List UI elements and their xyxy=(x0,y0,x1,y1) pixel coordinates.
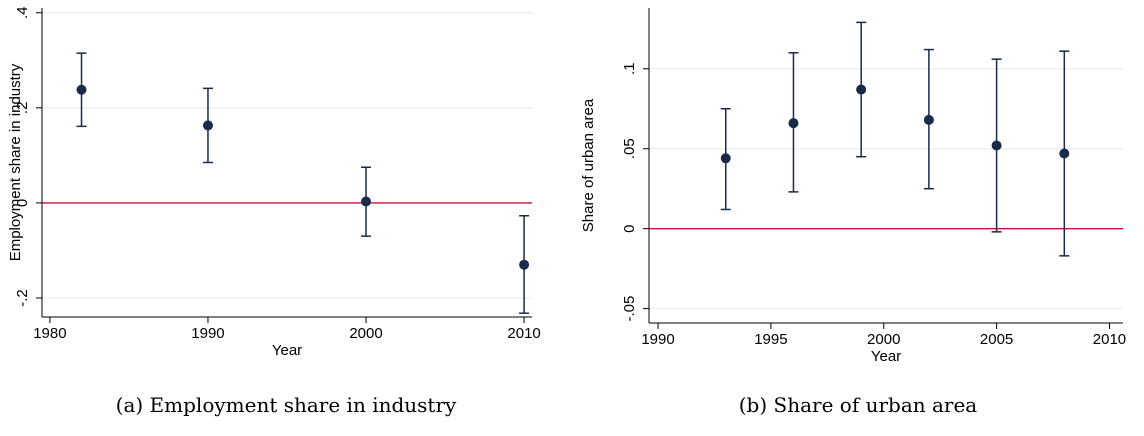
y-tick-label: 0 xyxy=(621,224,638,232)
x-axis-title: Year xyxy=(272,342,302,359)
y-tick-label: 0 xyxy=(14,199,31,207)
y-tick-label: .2 xyxy=(14,102,31,115)
data-point-group xyxy=(856,21,867,158)
data-point xyxy=(202,120,213,131)
data-point xyxy=(1059,148,1070,159)
data-point xyxy=(720,153,731,164)
y-tick-label: .4 xyxy=(14,6,31,19)
y-tick-label: .05 xyxy=(621,138,638,159)
x-tick-label: 1995 xyxy=(754,331,787,348)
data-point-group xyxy=(519,214,530,314)
data-point xyxy=(856,84,867,95)
data-point xyxy=(76,84,87,95)
data-point-group xyxy=(361,166,372,237)
urban-area-share-chart: -.05 0 .05 .1 1990 1995 2000 2005 2010 Year Share … xyxy=(580,8,1126,365)
data-point xyxy=(361,196,372,207)
data-point xyxy=(519,259,530,270)
x-tick-label: 2010 xyxy=(507,325,540,342)
data-point xyxy=(788,118,799,129)
chart-panel-urban-area: -.05 0 .05 .1 1990 1995 2000 2005 2010 Year Share … xyxy=(572,0,1144,436)
data-point-group xyxy=(923,48,934,190)
y-tick-label: .1 xyxy=(621,63,638,76)
y-axis-title: Employment share in industry xyxy=(7,63,24,261)
y-axis-title: Share of urban area xyxy=(580,98,597,232)
x-tick-label: 2000 xyxy=(349,325,382,342)
data-point-group xyxy=(202,87,213,164)
data-point-group xyxy=(720,107,731,211)
data-point-group xyxy=(991,58,1002,233)
x-tick-label: 2000 xyxy=(867,331,900,348)
chart-caption: (b) Share of urban area xyxy=(738,393,978,417)
data-point xyxy=(923,114,934,125)
chart-panel-employment: -.2 0 .2 .4 1980 1990 2000 2010 Year Employment s… xyxy=(7,6,541,417)
x-axis-title: Year xyxy=(871,348,901,365)
y-tick-label: -.05 xyxy=(621,296,638,322)
data-point-group xyxy=(76,52,87,128)
x-tick-label: 1990 xyxy=(641,331,674,348)
data-point-group xyxy=(788,52,799,193)
x-tick-label: 2005 xyxy=(980,331,1013,348)
y-tick-label: -.2 xyxy=(14,289,31,307)
x-tick-label: 1990 xyxy=(191,325,224,342)
x-tick-label: 1980 xyxy=(33,325,66,342)
chart-caption: (a) Employment share in industry xyxy=(115,393,457,417)
x-tick-label: 2010 xyxy=(1093,331,1126,348)
data-point xyxy=(991,140,1002,151)
data-point-group xyxy=(1059,50,1070,257)
employment-share-chart: -.2 0 .2 .4 1980 1990 2000 2010 Year Employment s… xyxy=(7,6,541,359)
